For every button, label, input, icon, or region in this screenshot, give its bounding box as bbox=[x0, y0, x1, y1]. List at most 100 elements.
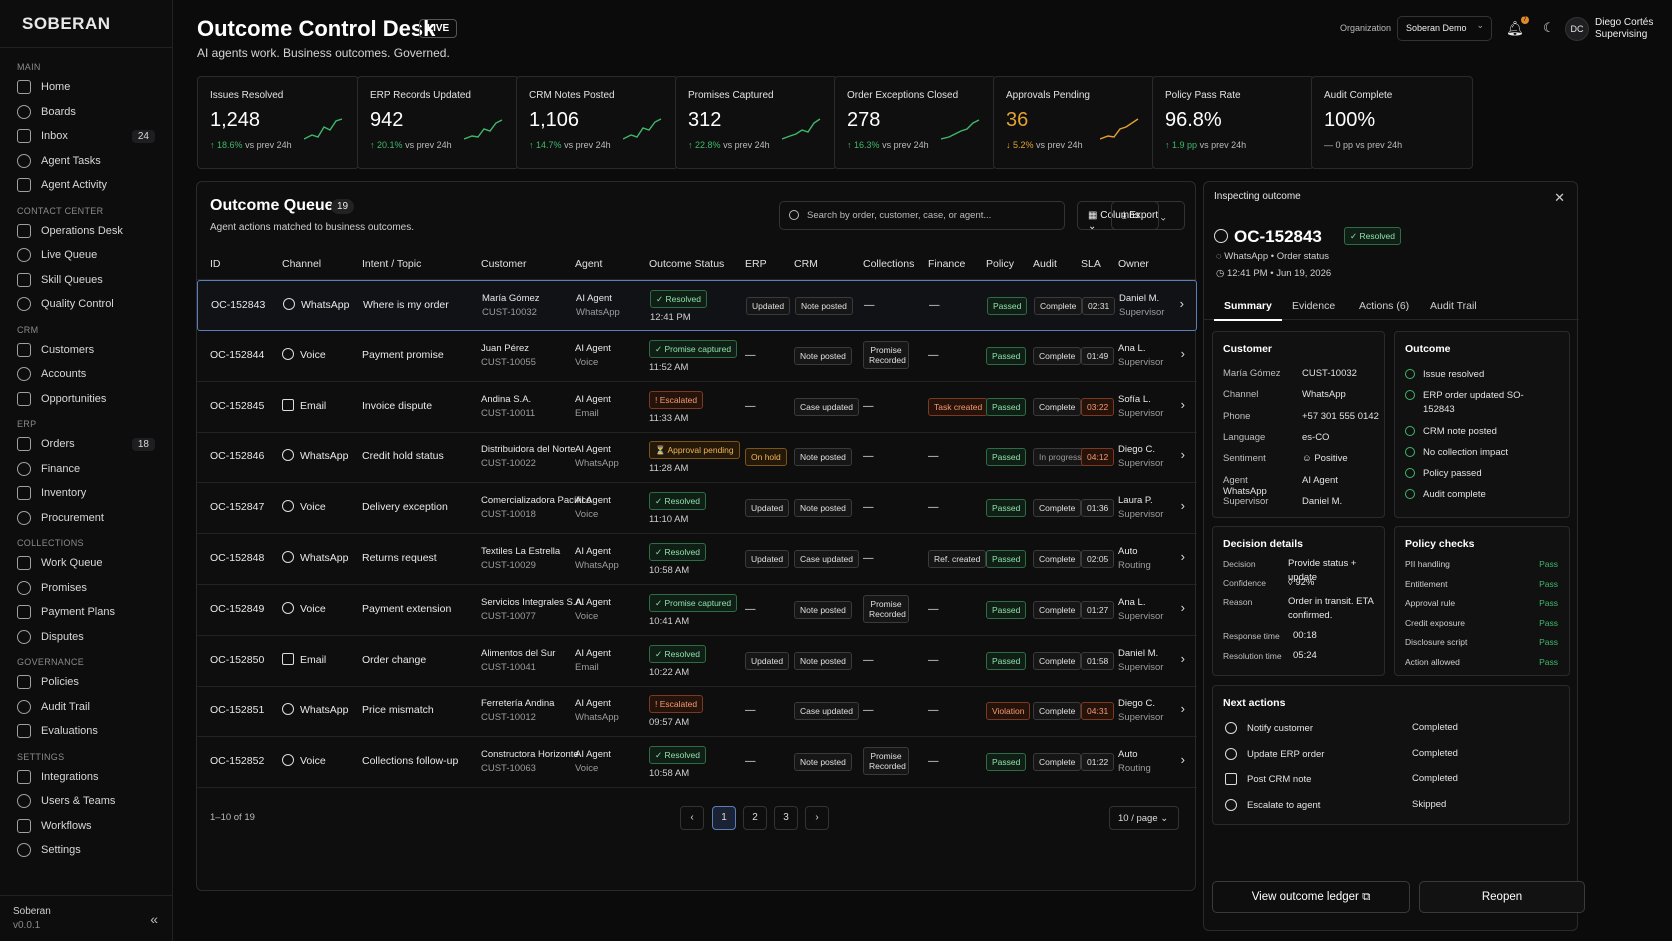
column-header-sla[interactable]: SLA bbox=[1081, 258, 1101, 270]
tab-actions-6[interactable]: Actions (6) bbox=[1359, 300, 1410, 312]
page-button-2[interactable]: 2 bbox=[743, 806, 767, 830]
sidebar-item-evaluations[interactable]: Evaluations bbox=[0, 719, 172, 744]
reopen-button[interactable]: Reopen bbox=[1419, 881, 1585, 913]
next-action-row[interactable]: Escalate to agent bbox=[1225, 798, 1320, 811]
table-row[interactable]: OC-152848 WhatsApp Returns request Textiles… bbox=[197, 534, 1197, 585]
row-customer[interactable]: Comercializadora Pacífico CUST-10018 bbox=[481, 494, 591, 522]
column-header-collections[interactable]: Collections bbox=[863, 258, 915, 270]
collapse-sidebar-icon[interactable]: « bbox=[150, 911, 158, 927]
sidebar-item-work-queue[interactable]: Work Queue bbox=[0, 551, 172, 576]
avatar[interactable]: DC bbox=[1565, 17, 1589, 41]
sidebar-item-users-teams[interactable]: Users & Teams bbox=[0, 789, 172, 814]
chevron-right-icon[interactable]: › bbox=[1179, 296, 1184, 311]
sidebar-item-orders[interactable]: Orders 18 bbox=[0, 432, 172, 457]
next-page-button[interactable]: › bbox=[805, 806, 829, 830]
close-icon[interactable]: ✕ bbox=[1554, 190, 1565, 205]
row-customer[interactable]: Juan Pérez CUST-10055 bbox=[481, 342, 536, 370]
chevron-right-icon[interactable]: › bbox=[1180, 396, 1185, 412]
kpi-card-issues-resolved[interactable]: Issues Resolved 1,248 ↑ 18.6% vs prev 24h bbox=[197, 76, 359, 169]
table-row[interactable]: OC-152846 WhatsApp Credit hold status Distr… bbox=[197, 432, 1197, 484]
column-header-owner[interactable]: Owner bbox=[1118, 258, 1149, 270]
sidebar-item-customers[interactable]: Customers bbox=[0, 338, 172, 363]
row-customer[interactable]: Servicios Integrales S.A. CUST-10077 bbox=[481, 596, 585, 624]
table-row[interactable]: OC-152845 Email Invoice dispute Andina S.A.… bbox=[197, 382, 1197, 433]
sidebar-item-settings[interactable]: Settings bbox=[0, 838, 172, 863]
tab-audit-trail[interactable]: Audit Trail bbox=[1430, 300, 1477, 312]
sidebar-item-boards[interactable]: Boards bbox=[0, 100, 172, 125]
row-customer[interactable]: Andina S.A. CUST-10011 bbox=[481, 393, 535, 421]
chevron-right-icon[interactable]: › bbox=[1180, 752, 1185, 768]
table-row[interactable]: OC-152844 Voice Payment promise Juan Pérez C… bbox=[197, 331, 1197, 382]
sidebar-item-inbox[interactable]: Inbox 24 bbox=[0, 124, 172, 149]
notifications-bell-icon[interactable]: 🔔︎ 7 bbox=[1506, 16, 1529, 37]
next-action-row[interactable]: Update ERP order bbox=[1225, 747, 1324, 760]
table-row[interactable]: OC-152843 WhatsApp Where is my order María … bbox=[197, 280, 1197, 331]
chevron-right-icon[interactable]: › bbox=[1180, 701, 1185, 717]
sidebar-item-operations-desk[interactable]: Operations Desk bbox=[0, 219, 172, 244]
column-header-customer[interactable]: Customer bbox=[481, 258, 527, 270]
sidebar-item-workflows[interactable]: Workflows bbox=[0, 814, 172, 839]
column-header-outcome-status[interactable]: Outcome Status bbox=[649, 258, 725, 270]
table-row[interactable]: OC-152849 Voice Payment extension Servicios… bbox=[197, 585, 1197, 636]
theme-toggle-moon-icon[interactable]: ☾ bbox=[1543, 20, 1555, 35]
kpi-card-crm-notes-posted[interactable]: CRM Notes Posted 1,106 ↑ 14.7% vs prev 24h bbox=[516, 76, 678, 169]
kpi-card-audit-complete[interactable]: Audit Complete 100% — 0 pp vs prev 24h bbox=[1311, 76, 1473, 169]
sidebar-item-accounts[interactable]: Accounts bbox=[0, 362, 172, 387]
kpi-card-promises-captured[interactable]: Promises Captured 312 ↑ 22.8% vs prev 24h bbox=[675, 76, 837, 169]
sidebar-item-opportunities[interactable]: Opportunities bbox=[0, 387, 172, 412]
sidebar-item-payment-plans[interactable]: Payment Plans bbox=[0, 600, 172, 625]
export-button[interactable]: ⤓ Export ⌄ bbox=[1111, 201, 1185, 230]
table-row[interactable]: OC-152847 Voice Delivery exception Comercia… bbox=[197, 483, 1197, 535]
kpi-card-order-exceptions-closed[interactable]: Order Exceptions Closed 278 ↑ 16.3% vs pre… bbox=[834, 76, 996, 169]
row-customer[interactable]: Ferretería Andina CUST-10012 bbox=[481, 697, 554, 725]
sidebar-item-procurement[interactable]: Procurement bbox=[0, 506, 172, 531]
row-customer[interactable]: Constructora Horizonte CUST-10063 bbox=[481, 748, 579, 776]
table-row[interactable]: OC-152852 Voice Collections follow-up Const… bbox=[197, 737, 1197, 789]
column-header-erp[interactable]: ERP bbox=[745, 258, 767, 270]
tab-summary[interactable]: Summary bbox=[1214, 300, 1282, 321]
row-customer[interactable]: Alimentos del Sur CUST-10041 bbox=[481, 647, 555, 675]
chevron-right-icon[interactable]: › bbox=[1180, 650, 1185, 666]
sidebar-item-skill-queues[interactable]: Skill Queues bbox=[0, 268, 172, 293]
sidebar-item-agent-tasks[interactable]: Agent Tasks bbox=[0, 149, 172, 174]
chevron-right-icon[interactable]: › bbox=[1180, 447, 1185, 463]
sidebar-item-quality-control[interactable]: Quality Control bbox=[0, 292, 172, 317]
column-header-id[interactable]: ID bbox=[210, 258, 221, 270]
sidebar-item-finance[interactable]: Finance bbox=[0, 457, 172, 482]
kpi-card-approvals-pending[interactable]: Approvals Pending 36 ↓ 5.2% vs prev 24h bbox=[993, 76, 1155, 169]
column-header-policy[interactable]: Policy bbox=[986, 258, 1015, 270]
kpi-card-erp-records-updated[interactable]: ERP Records Updated 942 ↑ 20.1% vs prev 24… bbox=[357, 76, 519, 169]
row-customer[interactable]: Textiles La Estrella CUST-10029 bbox=[481, 545, 560, 573]
next-action-row[interactable]: Post CRM note bbox=[1225, 773, 1311, 785]
next-action-row[interactable]: Notify customer bbox=[1225, 722, 1313, 734]
column-header-agent[interactable]: Agent bbox=[575, 258, 603, 270]
chevron-right-icon[interactable]: › bbox=[1180, 599, 1185, 615]
table-row[interactable]: OC-152850 Email Order change Alimentos del … bbox=[197, 636, 1197, 687]
sidebar-item-policies[interactable]: Policies bbox=[0, 670, 172, 695]
chevron-right-icon[interactable]: › bbox=[1180, 345, 1185, 361]
page-button-3[interactable]: 3 bbox=[774, 806, 798, 830]
kpi-card-policy-pass-rate[interactable]: Policy Pass Rate 96.8% ↑ 1.9 pp vs prev 24… bbox=[1152, 76, 1314, 169]
chevron-right-icon[interactable]: › bbox=[1180, 549, 1185, 564]
column-header-intent-topic[interactable]: Intent / Topic bbox=[362, 258, 422, 270]
table-row[interactable]: OC-152851 WhatsApp Price mismatch Ferreterí… bbox=[197, 686, 1197, 738]
prev-page-button[interactable]: ‹ bbox=[680, 806, 704, 830]
user-menu[interactable]: Diego Cortés Supervising bbox=[1595, 17, 1653, 41]
sidebar-item-promises[interactable]: Promises bbox=[0, 576, 172, 601]
sidebar-item-integrations[interactable]: Integrations bbox=[0, 765, 172, 790]
row-customer[interactable]: Distribuidora del Norte CUST-10022 bbox=[481, 443, 576, 471]
sidebar-item-disputes[interactable]: Disputes bbox=[0, 625, 172, 650]
column-header-audit[interactable]: Audit bbox=[1033, 258, 1057, 270]
row-customer[interactable]: María Gómez CUST-10032 bbox=[482, 292, 540, 320]
sidebar-item-agent-activity[interactable]: Agent Activity bbox=[0, 173, 172, 198]
chevron-right-icon[interactable]: › bbox=[1180, 498, 1185, 514]
page-button-1[interactable]: 1 bbox=[712, 806, 736, 830]
view-ledger-button[interactable]: View outcome ledger ⧉ bbox=[1212, 881, 1410, 913]
sidebar-item-live-queue[interactable]: Live Queue bbox=[0, 243, 172, 268]
tab-evidence[interactable]: Evidence bbox=[1292, 300, 1336, 312]
org-select[interactable]: Soberan Demo bbox=[1397, 16, 1492, 41]
sidebar-item-inventory[interactable]: Inventory bbox=[0, 481, 172, 506]
search-input[interactable]: Search by order, customer, case, or agen… bbox=[779, 201, 1065, 230]
page-size-select[interactable]: 10 / page ⌄ bbox=[1109, 806, 1179, 830]
column-header-channel[interactable]: Channel bbox=[282, 258, 322, 270]
